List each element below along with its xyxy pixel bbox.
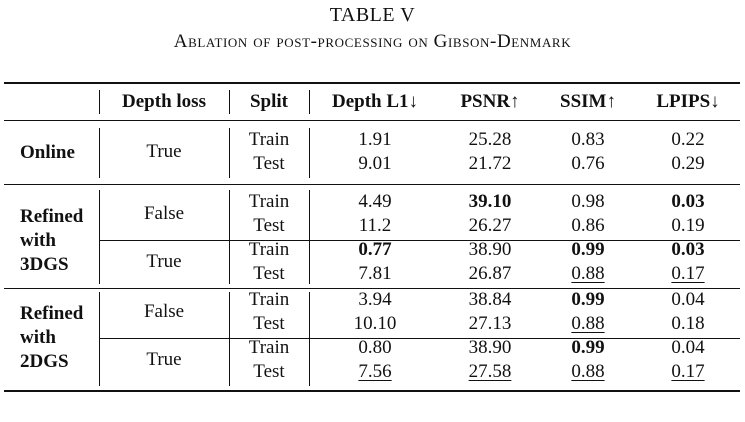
vrule-3-body-3	[309, 292, 310, 386]
psnr-cell: 27.58	[468, 361, 512, 382]
vrule-1-body-1	[99, 128, 100, 178]
split-cell: Train	[248, 191, 290, 212]
depth-l1-cell: 0.80	[358, 337, 392, 358]
psnr-cell: 21.72	[468, 153, 512, 174]
header-split: Split	[249, 91, 289, 112]
psnr-cell: 27.13	[468, 313, 512, 334]
depth-loss-cell: False	[143, 203, 185, 224]
header-psnr: PSNR↑	[460, 91, 520, 112]
psnr-cell: 39.10	[468, 191, 512, 212]
psnr-cell: 26.27	[468, 215, 512, 236]
group-label-2dgs-line1: Refined	[20, 303, 84, 324]
depth-loss-cell: True	[146, 251, 182, 272]
depth-loss-cell: True	[146, 349, 182, 370]
vrule-3-body-2	[309, 190, 310, 284]
lpips-cell: 0.19	[671, 215, 705, 236]
group-label-3dgs-line2: with	[20, 230, 56, 251]
lpips-cell: 0.04	[671, 289, 705, 310]
bottom-rule	[4, 390, 740, 392]
ssim-cell: 0.88	[571, 263, 605, 284]
group-label-2dgs-line3: 2DGS	[20, 351, 69, 372]
header-lpips: LPIPS↓	[656, 91, 720, 112]
split-cell: Train	[248, 337, 290, 358]
vrule-1-body-2	[99, 190, 100, 284]
psnr-cell: 38.90	[468, 337, 512, 358]
lpips-cell: 0.04	[671, 337, 705, 358]
group-label-2dgs-line2: with	[20, 327, 56, 348]
split-cell: Train	[248, 129, 290, 150]
psnr-cell: 25.28	[468, 129, 512, 150]
lpips-cell: 0.17	[671, 263, 705, 284]
split-cell: Train	[248, 289, 290, 310]
subgroup-rule-2	[100, 338, 740, 339]
depth-l1-cell: 4.49	[358, 191, 392, 212]
split-cell: Test	[253, 153, 285, 174]
vrule-2-body-1	[229, 128, 230, 178]
vrule-2-body-3	[229, 292, 230, 386]
lpips-cell: 0.17	[671, 361, 705, 382]
group-rule-1	[4, 184, 740, 185]
depth-loss-cell: True	[146, 141, 182, 162]
group-label-online: Online	[20, 142, 75, 163]
ssim-cell: 0.98	[571, 191, 605, 212]
vrule-1	[99, 90, 100, 114]
vrule-2	[229, 90, 230, 114]
vrule-3-body-1	[309, 128, 310, 178]
depth-l1-cell: 11.2	[358, 215, 392, 236]
header-depth-l1: Depth L1↓	[331, 91, 419, 112]
header-ssim: SSIM↑	[560, 91, 616, 112]
lpips-cell: 0.03	[671, 191, 705, 212]
group-rule-2	[4, 288, 740, 289]
split-cell: Test	[253, 361, 285, 382]
lpips-cell: 0.18	[671, 313, 705, 334]
lpips-cell: 0.03	[671, 239, 705, 260]
split-cell: Test	[253, 313, 285, 334]
top-rule	[4, 82, 740, 84]
depth-l1-cell: 7.56	[358, 361, 392, 382]
ssim-cell: 0.88	[571, 313, 605, 334]
ssim-cell: 0.99	[571, 239, 605, 260]
header-depth-loss: Depth loss	[122, 91, 206, 112]
depth-l1-cell: 0.77	[358, 239, 392, 260]
depth-l1-cell: 10.10	[353, 313, 397, 334]
vrule-3	[309, 90, 310, 114]
depth-l1-cell: 9.01	[358, 153, 392, 174]
table-title: Ablation of post-processing on Gibson-De…	[173, 31, 572, 52]
depth-loss-cell: False	[143, 301, 185, 322]
ssim-cell: 0.88	[571, 361, 605, 382]
subgroup-rule-1	[100, 240, 740, 241]
lpips-cell: 0.22	[671, 129, 705, 150]
split-cell: Train	[248, 239, 290, 260]
ssim-cell: 0.76	[571, 153, 605, 174]
depth-l1-cell: 1.91	[358, 129, 392, 150]
depth-l1-cell: 3.94	[358, 289, 392, 310]
depth-l1-cell: 7.81	[358, 263, 392, 284]
psnr-cell: 26.87	[468, 263, 512, 284]
header-rule	[4, 120, 740, 121]
ssim-cell: 0.83	[571, 129, 605, 150]
table-label: TABLE V	[329, 4, 416, 26]
group-label-3dgs-line3: 3DGS	[20, 254, 69, 275]
lpips-cell: 0.29	[671, 153, 705, 174]
split-cell: Test	[253, 215, 285, 236]
split-cell: Test	[253, 263, 285, 284]
psnr-cell: 38.90	[468, 239, 512, 260]
ssim-cell: 0.99	[571, 289, 605, 310]
group-label-3dgs-line1: Refined	[20, 206, 84, 227]
vrule-2-body-2	[229, 190, 230, 284]
vrule-1-body-3	[99, 292, 100, 386]
ssim-cell: 0.99	[571, 337, 605, 358]
ssim-cell: 0.86	[571, 215, 605, 236]
psnr-cell: 38.84	[468, 289, 512, 310]
